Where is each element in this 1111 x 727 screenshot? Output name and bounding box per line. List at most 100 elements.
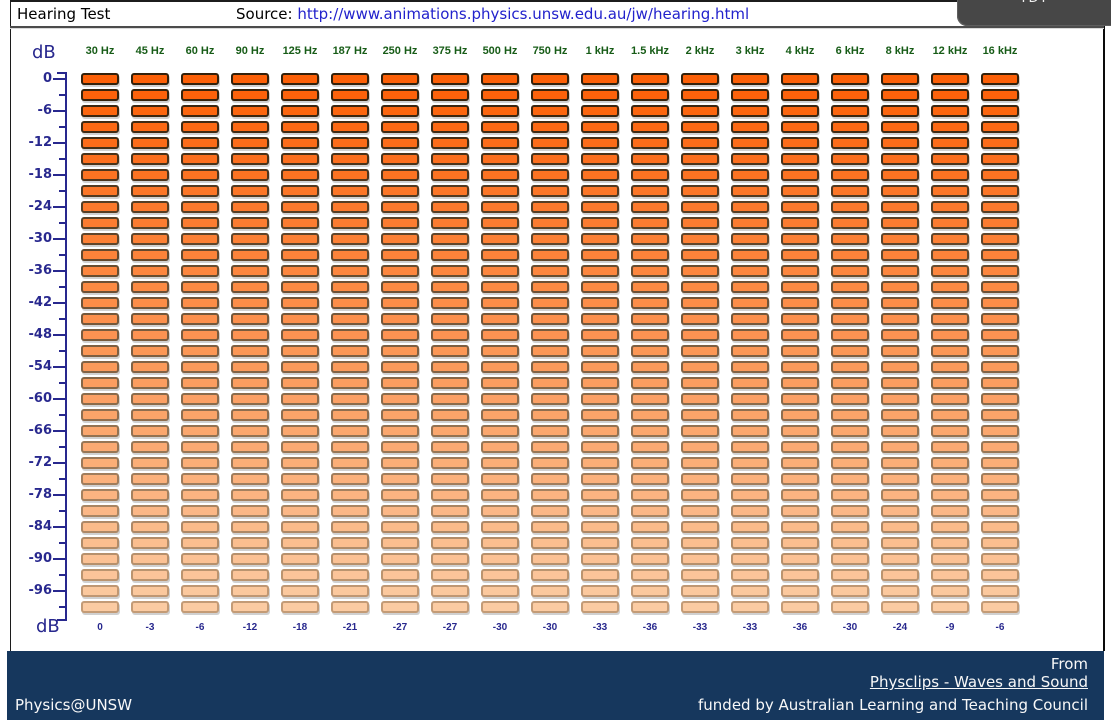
level-button[interactable] [281,505,319,517]
level-button[interactable] [231,569,269,581]
level-button[interactable] [881,73,919,85]
level-button[interactable] [781,249,819,261]
level-button[interactable] [281,201,319,213]
level-button[interactable] [131,537,169,549]
level-button[interactable] [881,425,919,437]
level-button[interactable] [981,297,1019,309]
level-button[interactable] [931,105,969,117]
level-button[interactable] [781,345,819,357]
level-button[interactable] [931,137,969,149]
level-button[interactable] [881,361,919,373]
level-button[interactable] [131,457,169,469]
level-button[interactable] [831,393,869,405]
level-button[interactable] [881,601,919,613]
level-button[interactable] [981,473,1019,485]
level-button[interactable] [231,457,269,469]
level-button[interactable] [731,473,769,485]
level-button[interactable] [81,249,119,261]
level-button[interactable] [831,281,869,293]
level-button[interactable] [231,489,269,501]
level-button[interactable] [981,313,1019,325]
level-button[interactable] [131,153,169,165]
level-button[interactable] [931,169,969,181]
level-button[interactable] [381,425,419,437]
level-button[interactable] [181,217,219,229]
level-button[interactable] [831,345,869,357]
level-button[interactable] [481,89,519,101]
level-button[interactable] [831,233,869,245]
level-button[interactable] [931,601,969,613]
level-button[interactable] [81,457,119,469]
level-button[interactable] [531,457,569,469]
level-button[interactable] [631,537,669,549]
level-button[interactable] [431,377,469,389]
level-button[interactable] [381,537,419,549]
level-button[interactable] [181,281,219,293]
level-button[interactable] [681,217,719,229]
level-button[interactable] [731,409,769,421]
level-button[interactable] [581,489,619,501]
level-button[interactable] [481,297,519,309]
level-button[interactable] [631,361,669,373]
level-button[interactable] [681,569,719,581]
level-button[interactable] [131,169,169,181]
level-button[interactable] [731,553,769,565]
level-button[interactable] [231,361,269,373]
level-button[interactable] [131,585,169,597]
level-button[interactable] [681,473,719,485]
level-button[interactable] [81,137,119,149]
level-button[interactable] [231,297,269,309]
level-button[interactable] [531,89,569,101]
level-button[interactable] [781,329,819,341]
level-button[interactable] [381,217,419,229]
level-button[interactable] [981,457,1019,469]
level-button[interactable] [431,569,469,581]
level-button[interactable] [731,137,769,149]
level-button[interactable] [231,89,269,101]
level-button[interactable] [781,521,819,533]
level-button[interactable] [681,281,719,293]
level-button[interactable] [81,505,119,517]
level-button[interactable] [781,89,819,101]
level-button[interactable] [431,393,469,405]
level-button[interactable] [281,537,319,549]
level-button[interactable] [181,457,219,469]
level-button[interactable] [681,505,719,517]
level-button[interactable] [481,489,519,501]
level-button[interactable] [731,329,769,341]
level-button[interactable] [631,105,669,117]
level-button[interactable] [781,217,819,229]
level-button[interactable] [431,505,469,517]
level-button[interactable] [131,361,169,373]
level-button[interactable] [731,265,769,277]
level-button[interactable] [331,185,369,197]
level-button[interactable] [281,457,319,469]
level-button[interactable] [481,233,519,245]
level-button[interactable] [531,569,569,581]
level-button[interactable] [331,73,369,85]
level-button[interactable] [931,217,969,229]
level-button[interactable] [981,153,1019,165]
level-button[interactable] [381,393,419,405]
level-button[interactable] [181,521,219,533]
level-button[interactable] [881,153,919,165]
level-button[interactable] [981,217,1019,229]
level-button[interactable] [181,377,219,389]
level-button[interactable] [731,121,769,133]
level-button[interactable] [231,201,269,213]
level-button[interactable] [531,185,569,197]
level-button[interactable] [181,265,219,277]
level-button[interactable] [431,233,469,245]
level-button[interactable] [131,201,169,213]
level-button[interactable] [931,441,969,453]
level-button[interactable] [681,537,719,549]
level-button[interactable] [81,377,119,389]
level-button[interactable] [681,249,719,261]
level-button[interactable] [681,73,719,85]
level-button[interactable] [81,553,119,565]
level-button[interactable] [281,361,319,373]
level-button[interactable] [831,457,869,469]
level-button[interactable] [831,553,869,565]
level-button[interactable] [381,345,419,357]
level-button[interactable] [531,585,569,597]
